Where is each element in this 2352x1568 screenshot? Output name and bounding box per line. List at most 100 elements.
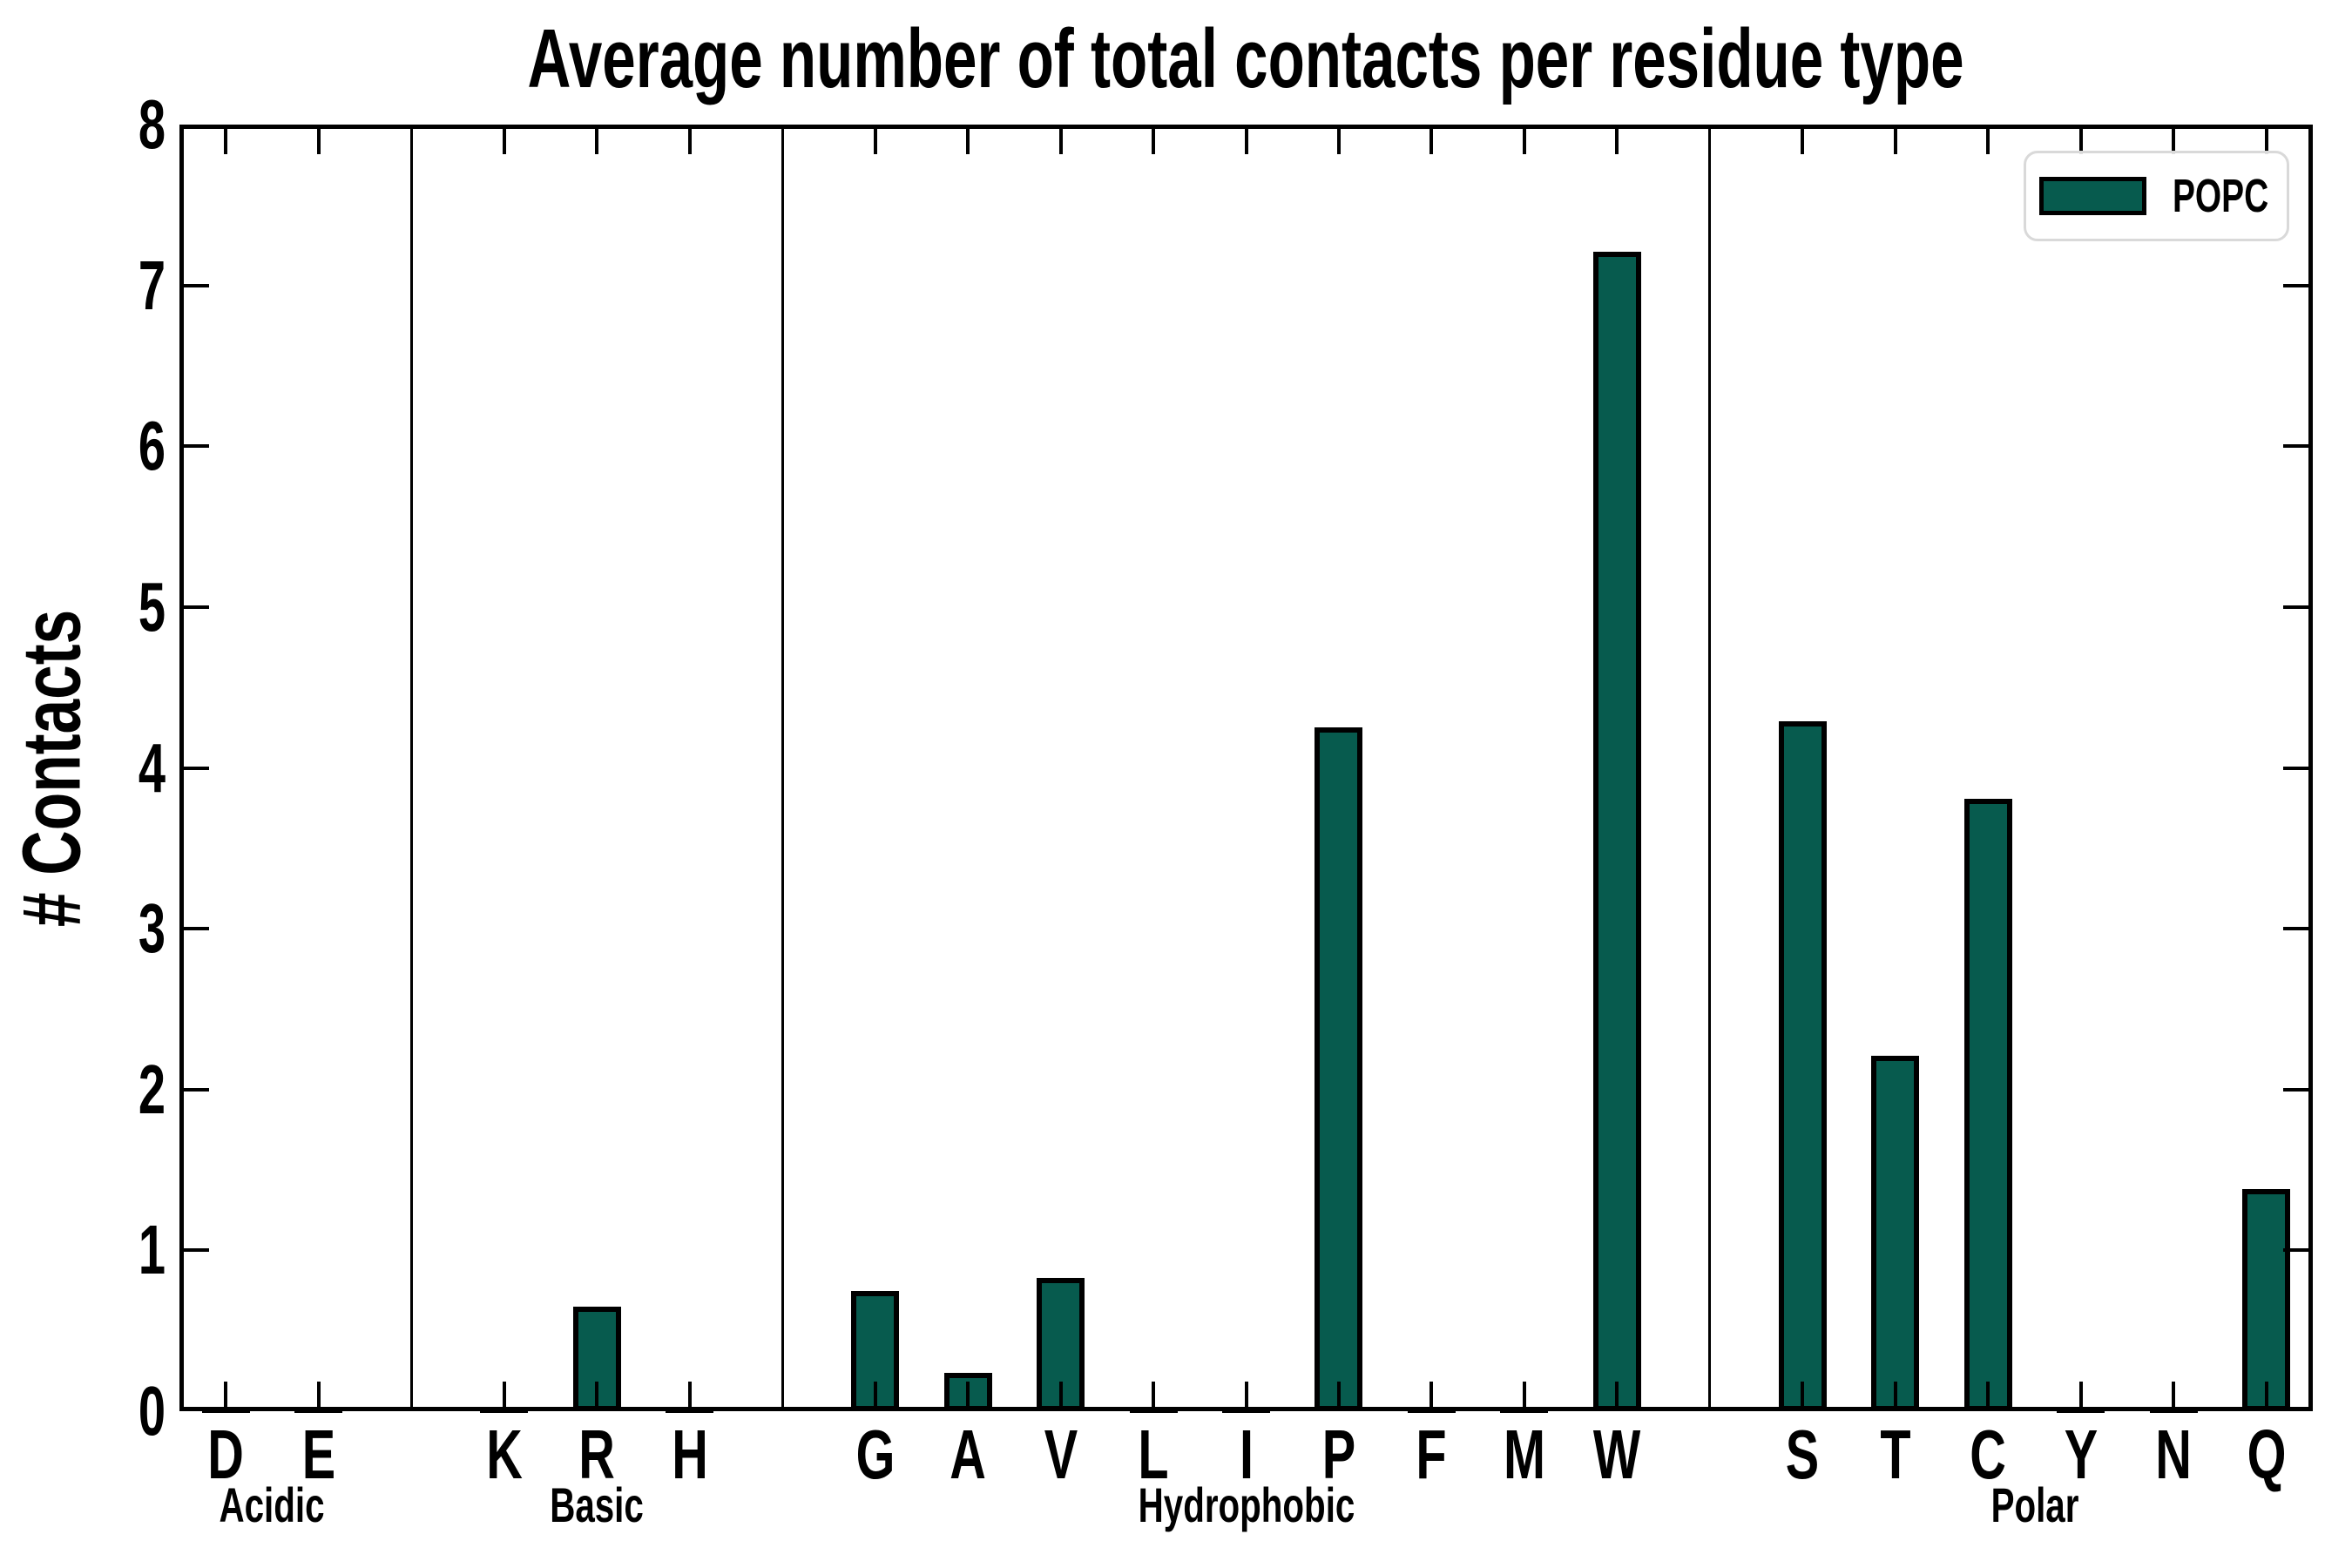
y-tick <box>179 766 209 770</box>
x-tick-label-P: P <box>1321 1416 1356 1493</box>
x-tick <box>1152 1382 1156 1411</box>
chart-title: Average number of total contacts per res… <box>527 12 1964 105</box>
x-tick-label-V: V <box>1044 1416 1078 1493</box>
x-tick <box>1615 1382 1619 1411</box>
x-tick <box>1244 1382 1248 1411</box>
x-tick-label-N: N <box>2155 1416 2193 1493</box>
y-tick <box>2283 766 2313 770</box>
x-tick-label-I: I <box>1239 1416 1254 1493</box>
group-label-acidic: Acidic <box>219 1477 325 1532</box>
y-tick <box>2283 1087 2313 1092</box>
y-tick-label-6: 6 <box>138 407 166 485</box>
x-tick-label-R: R <box>578 1416 615 1493</box>
group-divider-line <box>781 125 784 1411</box>
x-tick <box>1522 1382 1526 1411</box>
bar-Q <box>2242 1189 2291 1411</box>
x-tick <box>595 1382 599 1411</box>
y-tick-label-8: 8 <box>138 85 166 163</box>
bar-W <box>1592 252 1641 1411</box>
bar-C <box>1963 799 2012 1411</box>
x-tick-label-D: D <box>207 1416 245 1493</box>
x-tick <box>1058 125 1063 154</box>
x-tick <box>502 1382 506 1411</box>
x-tick <box>224 1382 228 1411</box>
x-tick <box>2172 125 2176 154</box>
y-tick <box>179 1087 209 1092</box>
group-label-polar: Polar <box>1990 1477 2078 1532</box>
x-tick <box>1986 1382 1990 1411</box>
x-tick <box>2172 1382 2176 1411</box>
y-tick <box>2283 1248 2313 1253</box>
x-tick <box>966 125 970 154</box>
x-tick <box>1429 125 1434 154</box>
x-tick <box>595 125 599 154</box>
y-tick-label-1: 1 <box>138 1211 166 1289</box>
x-tick <box>1336 125 1341 154</box>
x-tick <box>2078 125 2083 154</box>
bar-T <box>1871 1056 1920 1411</box>
y-tick <box>2283 444 2313 449</box>
x-tick-label-C: C <box>1970 1416 2007 1493</box>
x-tick <box>687 1382 692 1411</box>
legend-label: POPC <box>2173 170 2269 222</box>
x-tick <box>1801 125 1805 154</box>
x-tick <box>1244 125 1248 154</box>
y-tick-label-3: 3 <box>138 889 166 968</box>
y-tick <box>2283 927 2313 931</box>
y-tick <box>179 1248 209 1253</box>
x-tick <box>1152 125 1156 154</box>
x-tick-label-A: A <box>950 1416 986 1493</box>
group-divider-line <box>1708 125 1712 1411</box>
bar-S <box>1778 721 1827 1411</box>
x-tick <box>1986 125 1990 154</box>
x-tick <box>1429 1382 1434 1411</box>
x-tick <box>873 125 877 154</box>
x-tick-label-Q: Q <box>2247 1416 2287 1493</box>
x-tick-label-T: T <box>1880 1416 1911 1493</box>
x-tick-label-F: F <box>1416 1416 1448 1493</box>
plot-area <box>179 125 2313 1413</box>
y-tick-label-5: 5 <box>138 567 166 645</box>
legend-color-swatch <box>2039 177 2146 215</box>
y-tick <box>179 283 209 287</box>
x-tick-label-G: G <box>855 1416 895 1493</box>
x-tick <box>2264 125 2268 154</box>
x-tick <box>873 1382 877 1411</box>
x-tick <box>2078 1382 2083 1411</box>
group-label-hydrophobic: Hydrophobic <box>1138 1477 1355 1532</box>
x-tick <box>1336 1382 1341 1411</box>
x-tick-label-K: K <box>485 1416 523 1493</box>
y-tick <box>2283 283 2313 287</box>
x-tick <box>224 125 228 154</box>
x-tick-label-L: L <box>1138 1416 1169 1493</box>
x-tick-label-W: W <box>1593 1416 1641 1493</box>
group-divider-line <box>409 125 413 1411</box>
x-tick <box>316 125 321 154</box>
y-tick <box>179 605 209 609</box>
y-tick <box>179 927 209 931</box>
x-tick <box>1058 1382 1063 1411</box>
y-tick-label-4: 4 <box>138 728 166 807</box>
group-label-basic: Basic <box>550 1477 644 1532</box>
x-tick <box>687 125 692 154</box>
x-tick <box>502 125 506 154</box>
x-tick <box>1801 1382 1805 1411</box>
y-tick <box>2283 605 2313 609</box>
y-tick-label-7: 7 <box>138 246 166 324</box>
y-tick-label-0: 0 <box>138 1372 166 1450</box>
legend-box: POPC <box>2024 151 2289 241</box>
x-tick <box>1522 125 1526 154</box>
x-tick <box>2264 1382 2268 1411</box>
bar-P <box>1315 727 1363 1411</box>
x-tick <box>966 1382 970 1411</box>
x-tick <box>1893 1382 1897 1411</box>
y-tick-label-2: 2 <box>138 1050 166 1128</box>
x-tick <box>1893 125 1897 154</box>
x-tick-label-H: H <box>671 1416 708 1493</box>
x-tick <box>1615 125 1619 154</box>
x-tick-label-E: E <box>301 1416 335 1493</box>
x-tick-label-M: M <box>1503 1416 1545 1493</box>
x-tick <box>316 1382 321 1411</box>
y-tick <box>179 444 209 449</box>
